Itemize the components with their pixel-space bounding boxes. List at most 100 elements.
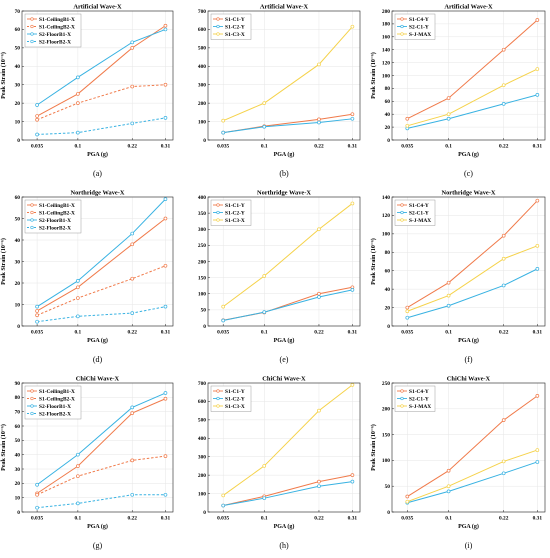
x-tick-label: 0.31	[161, 144, 171, 150]
series-line	[36, 265, 166, 316]
data-point	[350, 382, 355, 387]
x-tick-label: 0.1	[445, 330, 452, 336]
chart-panel: 0 100 200 300 400 500 600 700 0.035 0.1 0.22 0.31 Ch…	[198, 376, 361, 550]
legend-marker	[400, 389, 404, 393]
data-point	[317, 484, 321, 489]
x-tick-label: 0.035	[31, 144, 43, 150]
chart-title: ChiChi Wave-X	[447, 376, 491, 383]
y-tick-label: 10	[15, 495, 21, 501]
y-tick-label: 250	[198, 243, 206, 249]
series-line	[407, 245, 538, 312]
data-point	[163, 27, 168, 32]
x-tick-label: 0.31	[533, 516, 543, 522]
data-point	[317, 62, 321, 67]
y-tick-label: 500	[198, 418, 206, 424]
legend-label: S2-FloorB1-X	[39, 32, 71, 38]
data-point	[163, 263, 168, 268]
data-point	[350, 112, 355, 117]
data-point	[501, 471, 506, 476]
data-point	[163, 396, 168, 401]
legend-label: S-J-MAX	[409, 218, 431, 224]
y-tick-label: 150	[198, 275, 206, 281]
x-axis-label: PGA (g)	[458, 337, 479, 344]
legend-marker	[400, 404, 404, 408]
legend-marker	[30, 32, 34, 36]
x-axis-label: PGA (g)	[458, 151, 479, 158]
legend-marker	[30, 404, 34, 408]
data-point	[446, 293, 451, 298]
y-tick-label: 160	[382, 35, 390, 41]
data-point	[163, 304, 168, 309]
data-point	[163, 197, 168, 201]
data-point	[350, 201, 355, 206]
series-line	[407, 395, 538, 497]
legend-marker	[30, 203, 34, 207]
legend-label: S2-FloorB1-X	[39, 218, 71, 224]
series-line	[407, 268, 538, 319]
data-point	[350, 288, 355, 292]
x-axis-label: PGA (g)	[458, 523, 479, 530]
x-tick-label: 0.22	[499, 516, 509, 522]
panel-caption: (h)	[279, 541, 289, 550]
data-point	[446, 303, 451, 308]
data-point	[317, 291, 321, 296]
legend: S1-C1-YS1-C2-Y S1-C3-X	[210, 13, 252, 40]
series-line	[223, 118, 353, 134]
y-axis-label: Peak Strain (10⁻⁶)	[370, 238, 377, 285]
data-point	[163, 492, 168, 497]
y-tick-label: 80	[385, 86, 391, 92]
y-tick-label: 40	[15, 238, 21, 244]
y-tick-label: 0	[17, 324, 20, 330]
y-tick-label: 50	[15, 216, 21, 222]
panel-caption: (i)	[465, 541, 473, 550]
data-point	[76, 474, 80, 479]
x-axis-label: PGA (g)	[274, 523, 295, 530]
legend-marker	[30, 225, 34, 230]
data-point	[76, 314, 80, 319]
panel-caption: (b)	[279, 169, 289, 178]
y-tick-label: 140	[382, 48, 390, 54]
plot-frame	[207, 10, 361, 141]
data-point	[35, 313, 39, 318]
series-line	[223, 26, 353, 122]
y-tick-label: 300	[198, 227, 206, 233]
legend-label: S1-C2-Y	[225, 396, 245, 402]
data-point	[535, 394, 540, 398]
y-tick-label: 180	[382, 22, 390, 28]
legend-label: S1-CeilingB2-X	[39, 396, 75, 402]
data-point	[130, 242, 135, 247]
data-point	[535, 460, 540, 464]
data-point	[350, 479, 355, 484]
data-point	[76, 285, 80, 290]
data-point	[317, 479, 321, 484]
panel-caption: (f)	[465, 355, 473, 364]
data-point	[501, 418, 506, 423]
y-tick-label: 30	[15, 259, 21, 265]
legend-marker	[216, 32, 220, 36]
data-point	[130, 121, 135, 126]
y-axis-label: Peak Strain (10⁻⁶)	[0, 424, 7, 471]
y-tick-label: 40	[15, 64, 21, 70]
legend-label: S2-C1-Y	[409, 396, 429, 402]
y-tick-label: 30	[15, 467, 21, 473]
x-axis-label: PGA (g)	[274, 151, 295, 158]
data-point	[221, 118, 226, 123]
chart-title: Northridge Wave-X	[441, 190, 495, 197]
x-tick-label: 0.22	[314, 144, 324, 150]
x-tick-label: 0.035	[31, 516, 43, 522]
data-point	[221, 493, 226, 498]
data-point	[76, 501, 80, 506]
data-point	[130, 84, 135, 89]
data-point	[262, 464, 267, 468]
series-line	[407, 68, 538, 127]
data-point	[501, 233, 506, 238]
legend: S1-C1-YS1-C2-Y S1-C3-X	[210, 199, 252, 226]
chart-title: ChiChi Wave-X	[76, 376, 120, 383]
y-tick-label: 90	[15, 381, 21, 387]
series-line	[36, 392, 166, 486]
y-tick-label: 60	[385, 99, 391, 105]
y-tick-label: 20	[15, 481, 21, 487]
legend: S1-CeilingB1-XS1-CeilingB2-X S2-FloorB1-X…	[24, 385, 82, 420]
data-point	[262, 310, 267, 314]
